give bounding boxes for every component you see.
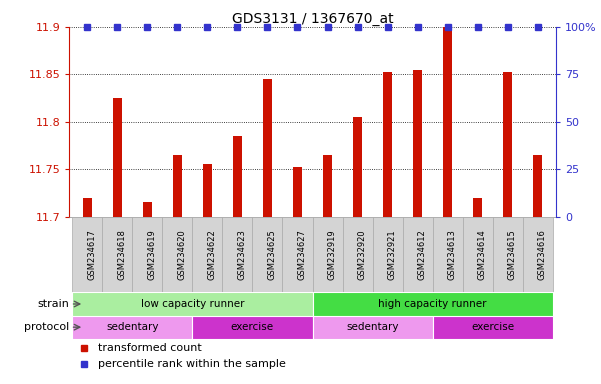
- Bar: [252, 217, 282, 292]
- Bar: [192, 217, 222, 292]
- Title: GDS3131 / 1367670_at: GDS3131 / 1367670_at: [232, 12, 393, 26]
- Text: sedentary: sedentary: [106, 322, 159, 332]
- Text: GSM234623: GSM234623: [237, 229, 246, 280]
- Bar: [463, 217, 493, 292]
- Bar: [192, 316, 313, 339]
- Text: strain: strain: [38, 299, 70, 309]
- Bar: [343, 217, 373, 292]
- Text: GSM232920: GSM232920: [358, 229, 367, 280]
- Text: GSM232921: GSM232921: [388, 229, 397, 280]
- Text: transformed count: transformed count: [99, 343, 202, 353]
- Bar: [433, 217, 463, 292]
- Bar: [373, 217, 403, 292]
- Bar: [143, 202, 151, 217]
- Bar: [474, 198, 483, 217]
- Bar: [313, 316, 433, 339]
- Text: percentile rank within the sample: percentile rank within the sample: [99, 359, 286, 369]
- Bar: [313, 217, 343, 292]
- Text: GSM234616: GSM234616: [538, 229, 547, 280]
- Text: GSM234612: GSM234612: [418, 229, 427, 280]
- Text: GSM234625: GSM234625: [267, 229, 276, 280]
- Text: GSM234619: GSM234619: [147, 229, 156, 280]
- Text: high capacity runner: high capacity runner: [379, 299, 487, 309]
- Bar: [504, 73, 513, 217]
- Bar: [132, 217, 162, 292]
- Bar: [83, 198, 92, 217]
- Bar: [72, 217, 102, 292]
- Bar: [523, 217, 553, 292]
- Bar: [293, 167, 302, 217]
- Text: sedentary: sedentary: [346, 322, 399, 332]
- Bar: [222, 217, 252, 292]
- Bar: [203, 164, 212, 217]
- Bar: [534, 155, 543, 217]
- Bar: [433, 316, 553, 339]
- Bar: [313, 292, 553, 316]
- Text: exercise: exercise: [471, 322, 514, 332]
- Text: GSM234615: GSM234615: [508, 229, 517, 280]
- Bar: [162, 217, 192, 292]
- Bar: [413, 70, 423, 217]
- Text: low capacity runner: low capacity runner: [141, 299, 244, 309]
- Text: protocol: protocol: [25, 322, 70, 332]
- Text: GSM234627: GSM234627: [297, 229, 307, 280]
- Bar: [113, 98, 122, 217]
- Bar: [493, 217, 523, 292]
- Text: GSM234618: GSM234618: [117, 229, 126, 280]
- Text: GSM234613: GSM234613: [448, 229, 457, 280]
- Bar: [323, 155, 332, 217]
- Bar: [72, 292, 313, 316]
- Bar: [444, 27, 453, 217]
- Bar: [263, 79, 272, 217]
- Text: GSM234614: GSM234614: [478, 229, 487, 280]
- Bar: [102, 217, 132, 292]
- Bar: [282, 217, 313, 292]
- Bar: [403, 217, 433, 292]
- Text: GSM234622: GSM234622: [207, 229, 216, 280]
- Text: GSM234620: GSM234620: [177, 229, 186, 280]
- Text: exercise: exercise: [231, 322, 274, 332]
- Bar: [72, 316, 192, 339]
- Text: GSM234617: GSM234617: [87, 229, 96, 280]
- Bar: [383, 73, 392, 217]
- Bar: [173, 155, 182, 217]
- Bar: [353, 117, 362, 217]
- Bar: [233, 136, 242, 217]
- Text: GSM232919: GSM232919: [328, 229, 337, 280]
